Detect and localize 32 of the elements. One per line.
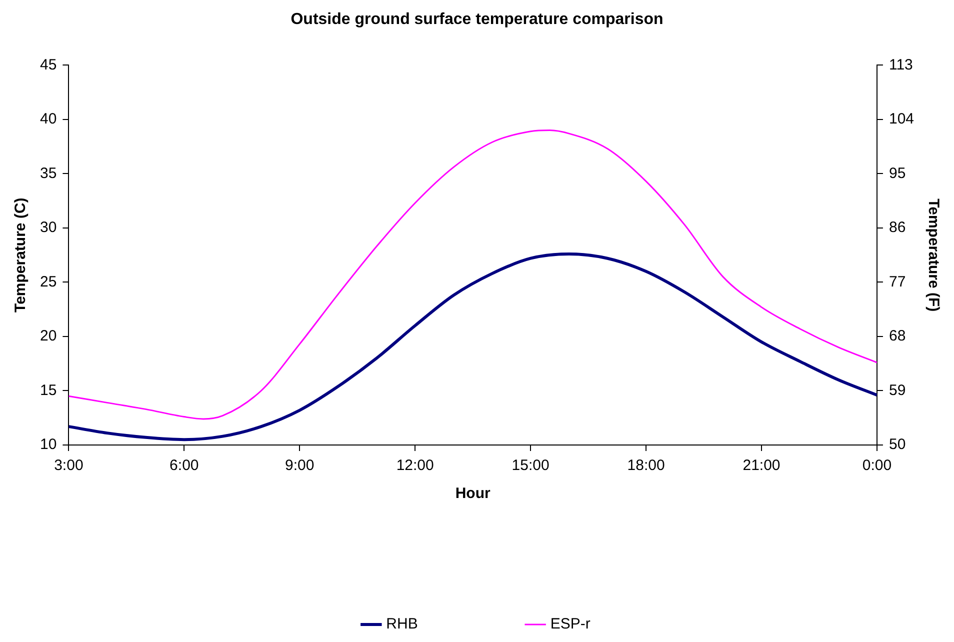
x-tick-label: 6:00	[170, 457, 199, 474]
x-tick-label: 18:00	[627, 457, 665, 474]
y-tick-label: 40	[40, 110, 57, 128]
y2-tick-label: 50	[888, 436, 906, 454]
y2-tick-label: 59	[888, 382, 906, 399]
x-tick-label: 12:00	[396, 457, 434, 474]
x-tick-label: 21:00	[742, 457, 780, 474]
legend-label: ESP-r	[550, 616, 590, 633]
y2-tick-label: 77	[888, 273, 906, 290]
y-tick-label: 25	[40, 273, 57, 290]
y2-tick-label: 86	[888, 219, 906, 236]
y2-tick-label: 113	[888, 56, 913, 74]
y2-axis-title: Temperature (F)	[924, 198, 942, 312]
x-tick-label: 15:00	[512, 457, 550, 474]
chart-title: Outside ground surface temperature comparison	[290, 11, 664, 28]
legend-label: RHB	[386, 616, 418, 633]
y-tick-label: 30	[40, 219, 57, 236]
y-axis-title: Temperature (C)	[12, 198, 30, 312]
y2-tick-label: 68	[888, 328, 906, 345]
x-tick-label: 3:00	[54, 457, 84, 474]
x-tick-label: 0:00	[862, 457, 892, 474]
y-tick-label: 15	[40, 382, 57, 399]
x-axis-title: Hour	[455, 485, 490, 502]
x-tick-label: 9:00	[285, 457, 314, 474]
line-series	[68, 130, 877, 420]
y2-tick-label: 104	[888, 110, 914, 128]
y-tick-label: 10	[40, 436, 57, 454]
y-tick-label: 20	[40, 328, 57, 345]
y2-tick-label: 95	[888, 164, 906, 182]
line-series	[68, 252, 877, 442]
y-tick-label: 35	[40, 164, 57, 182]
y-tick-label: 45	[40, 56, 57, 74]
